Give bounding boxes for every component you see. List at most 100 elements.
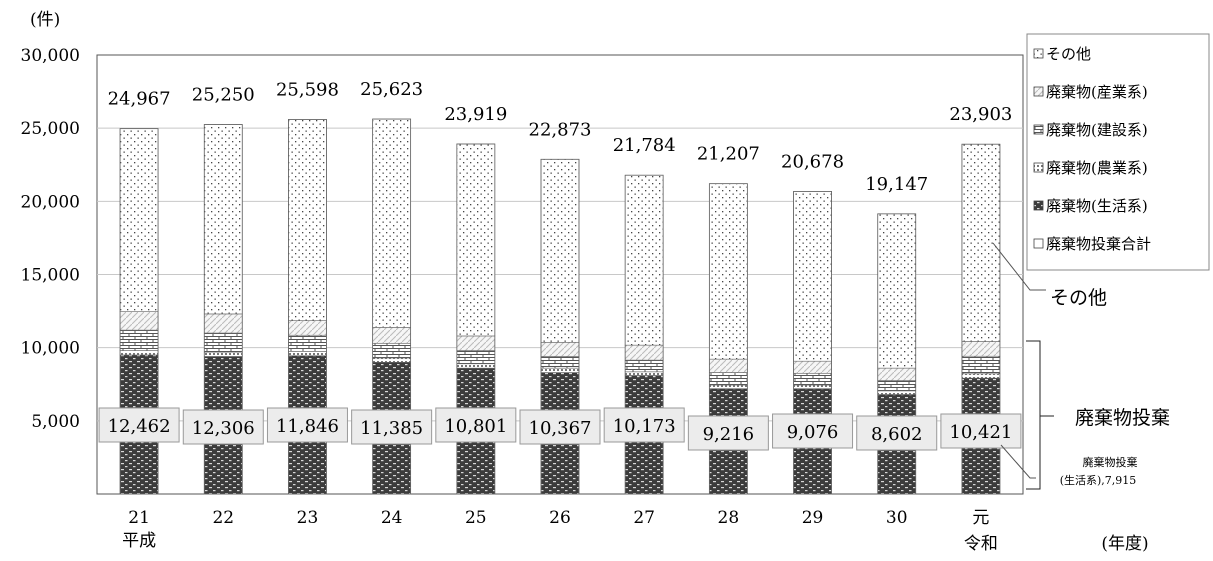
legend-box — [1026, 33, 1210, 271]
bar-segment-4 — [456, 143, 496, 337]
total-label: 25,250 — [192, 85, 255, 106]
bar-segment-3 — [877, 367, 917, 381]
bar-segment-4 — [119, 128, 159, 312]
waste-total-box — [940, 413, 1022, 449]
bar-segment-2 — [119, 329, 159, 351]
legend-label: 廃棄物(農業系) — [1046, 159, 1148, 177]
waste-total-label: 10,421 — [949, 422, 1012, 443]
x-unit-label: (年度) — [1101, 534, 1148, 554]
bar-segment-3 — [372, 327, 411, 344]
waste-total-label: 12,306 — [192, 418, 255, 439]
total-label: 23,903 — [949, 104, 1012, 125]
bar-outline — [288, 119, 327, 495]
bar-segment-3 — [203, 313, 243, 334]
bar-outline — [456, 143, 496, 495]
bar-segment-2 — [624, 359, 664, 373]
bar-segment-2 — [709, 372, 748, 386]
bar-segment-3 — [456, 335, 496, 351]
waste-total-box — [856, 415, 938, 451]
total-label: 19,147 — [865, 174, 928, 195]
waste-total-box — [351, 409, 433, 445]
bar-segment-2 — [540, 356, 580, 369]
bar-segment-4 — [709, 183, 748, 360]
y-tick-label: 5,000 — [31, 412, 80, 432]
annotation-household-1: 廃棄物投棄 — [1083, 455, 1138, 469]
legend-swatch — [1033, 48, 1044, 59]
x-tick-label: 29 — [802, 508, 824, 528]
y-tick-label: 10,000 — [21, 339, 80, 359]
bar-segment-1 — [456, 363, 496, 369]
bar-segment-4 — [372, 118, 411, 328]
bar-segment-1 — [203, 351, 243, 357]
bar-segment-2 — [961, 355, 1001, 375]
waste-total-box — [687, 415, 769, 451]
bar-segment-4 — [624, 174, 664, 346]
x-tick-label: 24 — [381, 508, 403, 528]
waste-total-label: 9,076 — [787, 422, 839, 443]
annotation-household-2: (生活系),7,915 — [1060, 473, 1137, 487]
total-label: 20,678 — [781, 151, 844, 172]
bar-outline — [961, 143, 1001, 495]
bar-segment-2 — [372, 342, 411, 359]
bar-outline — [372, 118, 412, 495]
waste-bracket — [1026, 340, 1054, 490]
waste-total-box — [98, 407, 180, 443]
bar-outline — [708, 183, 748, 495]
x-tick-label: 22 — [212, 508, 234, 528]
legend-swatch — [1033, 238, 1044, 249]
annotation-waste: 廃棄物投棄 — [1075, 407, 1170, 429]
bar-segment-2 — [203, 332, 243, 353]
bar-segment-4 — [288, 119, 327, 321]
waste-total-label: 12,462 — [108, 416, 171, 437]
x-tick-label: 元 — [972, 508, 989, 528]
bar-segment-3 — [540, 341, 580, 357]
x-tick-label: 25 — [465, 508, 487, 528]
bar-outline — [203, 124, 243, 495]
total-label: 24,967 — [108, 89, 171, 110]
total-label: 23,919 — [444, 104, 507, 125]
legend-swatch — [1033, 124, 1044, 135]
total-label: 21,784 — [613, 135, 676, 156]
bar-segment-4 — [961, 143, 1001, 342]
annotation-other: その他 — [1050, 287, 1107, 309]
legend-label: 廃棄物(産業系) — [1046, 83, 1148, 101]
x-tick-label: 23 — [297, 508, 319, 528]
total-label: 25,623 — [360, 79, 423, 100]
total-label: 21,207 — [697, 144, 760, 165]
bar-segment-2 — [456, 350, 496, 365]
bar-segment-4 — [877, 213, 917, 369]
x-tick-label: 28 — [718, 508, 740, 528]
y-unit-label: (件) — [30, 10, 60, 30]
bar-segment-1 — [961, 373, 1001, 379]
waste-total-box — [435, 407, 517, 443]
waste-total-label: 8,602 — [871, 424, 923, 445]
bar-segment-3 — [793, 360, 832, 374]
legend-label: 廃棄物(生活系) — [1046, 197, 1148, 215]
legend-label: その他 — [1046, 45, 1091, 63]
household-leader-line — [1000, 444, 1036, 479]
waste-total-label: 10,801 — [444, 416, 507, 437]
bar-segment-3 — [709, 358, 748, 373]
waste-total-box — [266, 407, 348, 443]
bar-segment-2 — [288, 334, 327, 352]
legend-label: 廃棄物投棄合計 — [1046, 235, 1151, 253]
waste-total-label: 11,846 — [276, 416, 339, 437]
x-tick-label: 27 — [633, 508, 655, 528]
x-tick-label: 30 — [886, 508, 908, 528]
bar-segment-1 — [119, 350, 159, 356]
total-label: 22,873 — [529, 119, 592, 140]
legend-swatch — [1033, 200, 1044, 211]
legend-swatch — [1033, 86, 1044, 97]
bar-segment-4 — [203, 124, 243, 315]
bar-segment-1 — [540, 367, 580, 373]
bar-segment-3 — [119, 311, 159, 331]
waste-total-box — [603, 407, 685, 443]
bar-segment-3 — [624, 344, 664, 361]
bar-segment-1 — [877, 390, 917, 395]
waste-total-box — [519, 409, 601, 445]
era-label-reiwa: 令和 — [964, 534, 998, 554]
waste-total-label: 10,367 — [529, 418, 592, 439]
bar-segment-4 — [793, 191, 832, 362]
